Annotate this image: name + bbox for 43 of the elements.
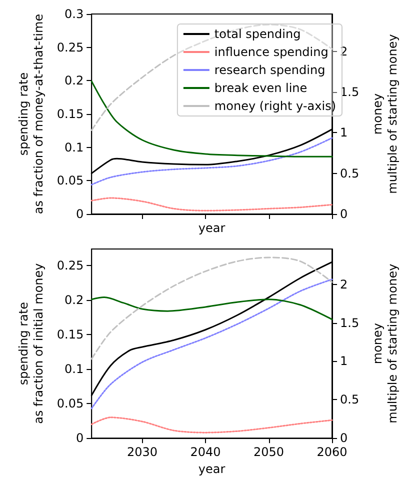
y-tick-label: 0 bbox=[76, 431, 84, 446]
y2-axis-title: money multiple of starting money bbox=[370, 34, 400, 194]
y-axis-title: spending rate as fraction of money-at-that-time bbox=[16, 14, 46, 214]
y-tick-label: 0.2 bbox=[64, 293, 84, 308]
legend-label: influence spending bbox=[214, 45, 328, 59]
legend-label: break even line bbox=[214, 81, 308, 95]
line-series bbox=[90, 197, 333, 212]
x-axis-title: year bbox=[198, 221, 226, 235]
y-tick-label: 0.3 bbox=[64, 7, 84, 21]
y-tick-label: 0.15 bbox=[56, 328, 84, 342]
y-tick-label: 0 bbox=[76, 207, 84, 221]
line-series bbox=[90, 416, 333, 434]
y2-tick-label: 1 bbox=[340, 126, 348, 140]
y-tick-label: 0.05 bbox=[56, 396, 84, 411]
y2-tick-label: 0 bbox=[340, 207, 348, 221]
x-tick-label: 2060 bbox=[316, 445, 348, 460]
y2-tick-label: 1.5 bbox=[340, 316, 360, 330]
y2-tick-label: 1 bbox=[340, 354, 348, 368]
y2-tick-label: 0 bbox=[340, 431, 348, 446]
y-axis-title: spending rate as fraction of initial money bbox=[16, 263, 46, 424]
y2-tick-label: 2 bbox=[340, 277, 348, 292]
line-series bbox=[90, 278, 333, 410]
y-tick-label: 0.1 bbox=[64, 140, 84, 154]
y2-tick-label: 0.5 bbox=[340, 166, 360, 180]
y-tick-label: 0.2 bbox=[64, 74, 84, 88]
y2-tick-label: 0.5 bbox=[340, 392, 360, 407]
y-tick-label: 0.05 bbox=[56, 174, 84, 188]
line-series bbox=[90, 256, 333, 360]
y-tick-label: 0.25 bbox=[56, 258, 84, 273]
y-tick-label: 0.25 bbox=[56, 40, 84, 54]
y2-axis-title: money multiple of starting money bbox=[370, 264, 400, 424]
y-tick-label: 0.1 bbox=[64, 362, 84, 376]
x-tick-label: 2050 bbox=[253, 445, 284, 460]
line-series bbox=[90, 296, 333, 320]
legend-label: total spending bbox=[214, 27, 301, 41]
line-series bbox=[90, 80, 333, 158]
line-series bbox=[90, 137, 333, 186]
x-tick-label: 2030 bbox=[126, 445, 158, 460]
x-axis-title: year bbox=[198, 462, 226, 476]
y-tick-label: 0.15 bbox=[56, 107, 84, 121]
x-tick-label: 2040 bbox=[190, 445, 221, 460]
line-series bbox=[90, 24, 333, 132]
legend-label: research spending bbox=[214, 63, 326, 77]
